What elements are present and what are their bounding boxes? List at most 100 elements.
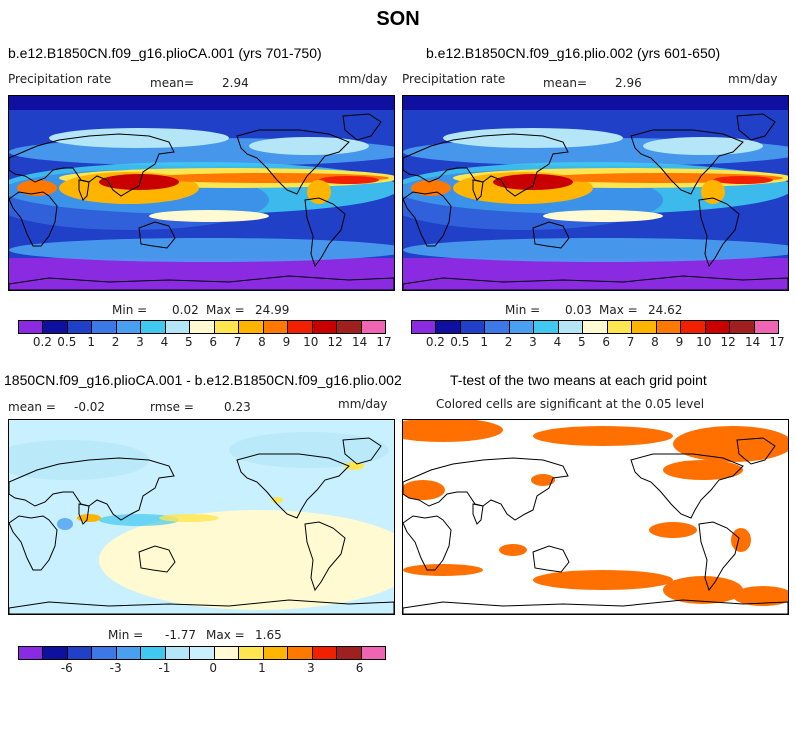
panel1-min-label: Min = [112, 303, 148, 317]
colorbar-tick-label: 6 [209, 335, 218, 349]
colorbar-tick-label: 2 [504, 335, 513, 349]
panel1-units: mm/day [338, 72, 388, 86]
colorbar-tick-label: 9 [282, 335, 291, 349]
panel3-rmse-value: 0.23 [224, 400, 251, 414]
colorbar-swatch [534, 321, 559, 333]
colorbar-swatch [632, 321, 657, 333]
panel3-mean-value: -0.02 [74, 400, 106, 414]
colorbar-swatch [412, 321, 437, 333]
panel3-min-label: Min = [108, 628, 144, 642]
colorbar-swatch [705, 321, 731, 333]
panel1-case-title: b.e12.B1850CN.f09_g16.plioCA.001 (yrs 70… [8, 45, 322, 61]
colorbar-tick-label: 6 [355, 661, 364, 675]
colorbar-tick-label: 3 [529, 335, 537, 349]
colorbar-swatch [460, 321, 486, 333]
panel2-colorbar [411, 320, 779, 334]
colorbar-swatch [337, 647, 362, 659]
colorbar-tick-label: 0.5 [450, 335, 470, 349]
colorbar-tick-label: 14 [351, 335, 368, 349]
colorbar-swatch [190, 321, 215, 333]
colorbar-swatch [165, 647, 191, 659]
colorbar-tick-label: 17 [376, 335, 392, 349]
panel1-variable: Precipitation rate [8, 72, 112, 86]
colorbar-swatch [436, 321, 461, 333]
panel2-mean-value: 2.96 [615, 76, 642, 90]
colorbar-tick-label: 4 [160, 335, 169, 349]
panel3-min-value: -1.77 [165, 628, 197, 642]
colorbar-swatch [558, 321, 584, 333]
panel2-case-title: b.e12.B1850CN.f09_g16.plio.002 (yrs 601-… [426, 45, 721, 61]
panel3-colorbar [18, 646, 386, 660]
panel2-min-label: Min = [505, 303, 541, 317]
colorbar-tick-label: 9 [675, 335, 684, 349]
panel2-mean-label: mean= [543, 76, 588, 90]
colorbar-swatch [141, 647, 166, 659]
colorbar-tick-label: 2 [111, 335, 120, 349]
colorbar-swatch [509, 321, 535, 333]
colorbar-tick-label: 5 [577, 335, 586, 349]
coastlines [403, 437, 788, 614]
colorbar-swatch [141, 321, 166, 333]
coastlines [9, 437, 394, 614]
panel1-max-label: Max = [206, 303, 245, 317]
colorbar-swatch [19, 647, 44, 659]
panel3-max-label: Max = [206, 628, 245, 642]
colorbar-tick-label: 1 [258, 661, 266, 675]
colorbar-tick-label: 8 [258, 335, 266, 349]
colorbar-tick-label: -1 [158, 661, 171, 675]
panel3-max-value: 1.65 [255, 628, 282, 642]
colorbar-tick-label: -3 [109, 661, 122, 675]
colorbar-swatch [116, 647, 142, 659]
colorbar-tick-label: 3 [306, 661, 315, 675]
colorbar-tick-label: 10 [696, 335, 712, 349]
panel3-diff-title: 1850CN.f09_g16.plioCA.001 - b.e12.B1850C… [4, 372, 402, 388]
panel1-mean-value: 2.94 [222, 76, 249, 90]
colorbar-swatch [43, 647, 68, 659]
colorbar-tick-label: 8 [651, 335, 659, 349]
panel3-mean-label: mean = [8, 400, 56, 414]
colorbar-swatch [214, 321, 240, 333]
colorbar-tick-label: 1 [87, 335, 96, 349]
colorbar-swatch [67, 321, 93, 333]
panel1-max-value: 24.99 [255, 303, 290, 317]
colorbar-tick-label: 6 [602, 335, 611, 349]
colorbar-swatch [19, 321, 44, 333]
colorbar-tick-label: 0.5 [57, 335, 77, 349]
colorbar-swatch [116, 321, 142, 333]
panel4-ttest-title: T-test of the two means at each grid poi… [450, 372, 707, 388]
colorbar-swatch [263, 321, 289, 333]
colorbar-swatch [312, 647, 338, 659]
colorbar-swatch [239, 321, 264, 333]
panel1-min-value: 0.02 [172, 303, 199, 317]
colorbar-swatch [43, 321, 68, 333]
panel2-units: mm/day [728, 72, 778, 86]
panel1-colorbar [18, 320, 386, 334]
panel1-mean-label: mean= [150, 76, 195, 90]
colorbar-tick-label: 10 [303, 335, 319, 349]
panel2-variable: Precipitation rate [402, 72, 506, 86]
colorbar-swatch [92, 321, 117, 333]
colorbar-swatch [288, 647, 313, 659]
colorbar-swatch [485, 321, 510, 333]
colorbar-swatch [583, 321, 608, 333]
colorbar-swatch [337, 321, 362, 333]
coastlines [403, 113, 788, 290]
colorbar-tick-label: 7 [626, 335, 635, 349]
colorbar-swatch [190, 647, 215, 659]
colorbar-tick-label: 17 [769, 335, 785, 349]
colorbar-swatch [361, 321, 386, 333]
colorbar-swatch [681, 321, 706, 333]
colorbar-swatch [656, 321, 682, 333]
colorbar-tick-label: 5 [184, 335, 193, 349]
colorbar-swatch [92, 647, 117, 659]
colorbar-swatch [165, 321, 191, 333]
colorbar-tick-label: 4 [553, 335, 562, 349]
colorbar-swatch [67, 647, 93, 659]
figure-title: SON [376, 8, 420, 30]
panel3-difference-map [8, 419, 395, 615]
panel2-precip-map [402, 95, 789, 291]
colorbar-tick-label: -6 [60, 661, 73, 675]
panel2-min-value: 0.03 [565, 303, 592, 317]
colorbar-swatch [214, 647, 240, 659]
panel3-units: mm/day [338, 397, 388, 411]
